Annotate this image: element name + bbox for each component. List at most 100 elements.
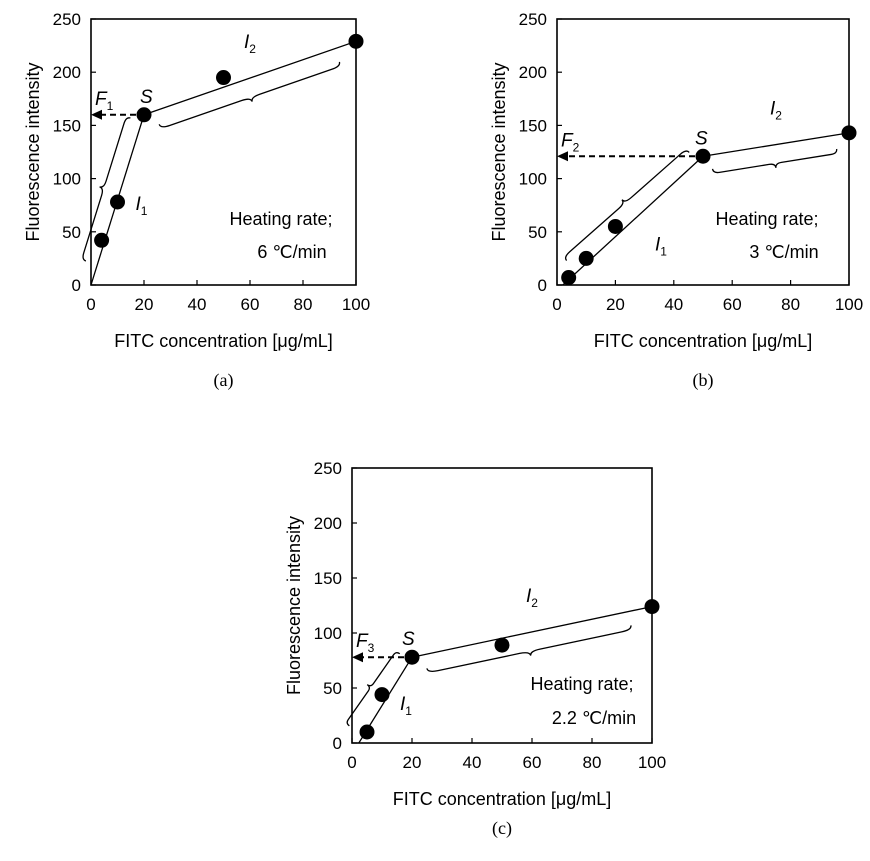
x-tick-label: 60 — [723, 295, 742, 314]
i1-symbol-subscript: 1 — [405, 704, 412, 718]
x-axis-label: FITC concentration [μg/mL] — [114, 331, 332, 351]
y-tick-label: 150 — [314, 569, 342, 588]
data-point — [136, 107, 152, 123]
y-tick-label: 250 — [314, 459, 342, 478]
plot-frame — [90, 18, 357, 286]
s-symbol: S — [140, 87, 153, 108]
y-tick-label: 100 — [53, 170, 81, 189]
fit-lines — [561, 132, 849, 285]
i1-symbol-letter: I — [136, 194, 142, 215]
data-point — [94, 232, 110, 248]
x-tick-label: 40 — [188, 295, 207, 314]
chart-panel-c: 0 20 40 60 80 100 0 50 100 150 200 250 FITC concentr… — [284, 459, 666, 839]
fit-line — [358, 656, 413, 743]
f-symbol-subscript: 2 — [573, 140, 580, 154]
fit-line — [561, 155, 704, 285]
s-symbol-letter: S — [402, 629, 415, 650]
x-tick-label: 60 — [523, 753, 542, 772]
x-tick-label: 100 — [342, 295, 370, 314]
x-tick-label: 60 — [241, 295, 260, 314]
y-axis-label: Fluorescence intensity — [284, 516, 304, 695]
i2-brace — [158, 61, 341, 128]
f-arrowhead — [91, 109, 102, 120]
data-point — [216, 70, 231, 86]
y-axis-label: Fluorescence intensity — [489, 62, 509, 241]
x-tick-label: 80 — [294, 295, 313, 314]
heating-rate-value: 6 ℃/min — [257, 242, 326, 262]
i1-symbol-letter: I — [655, 235, 661, 256]
heating-rate-label: Heating rate; — [530, 674, 633, 694]
y-tick-label: 100 — [314, 624, 342, 643]
data-point — [578, 250, 594, 266]
f-symbol-letter: F — [356, 631, 369, 652]
data-point — [348, 33, 364, 49]
i2-symbol-subscript: 2 — [775, 109, 782, 123]
s-symbol: S — [695, 128, 708, 149]
i2-symbol-letter: I — [526, 586, 532, 607]
y-tick-label: 0 — [538, 276, 547, 295]
f-symbol-subscript: 3 — [368, 641, 375, 655]
y-tick-label: 0 — [72, 276, 81, 295]
panel-caption: (b) — [693, 370, 714, 391]
x-axis-label: FITC concentration [μg/mL] — [393, 789, 611, 809]
data-point — [374, 687, 390, 703]
x-tick-label: 0 — [86, 295, 95, 314]
panel-caption: (c) — [492, 818, 512, 839]
i1-symbol-letter: I — [400, 694, 406, 715]
data-point — [841, 125, 857, 141]
y-tick-label: 50 — [62, 223, 81, 242]
y-tick-label: 150 — [53, 116, 81, 135]
data-point — [110, 194, 125, 210]
i1-symbol: I1 — [400, 694, 412, 718]
i1-symbol: I1 — [655, 235, 667, 259]
f-symbol-subscript: 1 — [107, 99, 114, 113]
y-tick-label: 50 — [323, 679, 342, 698]
data-point — [359, 724, 375, 740]
x-tick-label: 20 — [606, 295, 625, 314]
y-tick-label: 100 — [519, 170, 547, 189]
data-point — [607, 218, 623, 234]
data-point — [644, 599, 660, 615]
data-point — [561, 270, 577, 286]
i2-symbol: I2 — [244, 32, 256, 56]
f-symbol-letter: F — [561, 130, 574, 151]
f-symbol-letter: F — [95, 89, 108, 110]
i2-symbol-subscript: 2 — [249, 42, 256, 56]
x-tick-label: 40 — [463, 753, 482, 772]
i1-brace — [564, 150, 690, 261]
s-symbol: S — [402, 629, 415, 650]
x-axis-label: FITC concentration [μg/mL] — [594, 331, 812, 351]
f-arrowhead — [352, 652, 363, 663]
f-symbol: F1 — [95, 89, 114, 113]
panel-caption: (a) — [214, 370, 234, 391]
x-tick-label: 80 — [781, 295, 800, 314]
y-tick-label: 200 — [519, 63, 547, 82]
i2-brace — [711, 148, 838, 174]
i1-symbol-subscript: 1 — [141, 204, 148, 218]
plot-frame — [556, 18, 850, 286]
y-tick-label: 200 — [53, 63, 81, 82]
y-tick-label: 250 — [519, 10, 547, 29]
y-axis-label: Fluorescence intensity — [23, 62, 43, 241]
y-tick-label: 150 — [519, 116, 547, 135]
fit-lines — [358, 605, 652, 743]
x-tick-label: 100 — [835, 295, 863, 314]
i2-symbol-letter: I — [244, 32, 250, 53]
x-tick-label: 20 — [135, 295, 154, 314]
data-point — [695, 148, 711, 164]
heating-rate-label: Heating rate; — [715, 209, 818, 229]
s-symbol-letter: S — [695, 128, 708, 149]
y-tick-label: 50 — [528, 223, 547, 242]
y-tick-label: 0 — [333, 734, 342, 753]
f-symbol: F3 — [356, 631, 375, 655]
f-arrowhead — [557, 151, 568, 162]
chart-panel-a: 0 20 40 60 80 100 0 50 100 150 200 250 FITC concentr… — [23, 10, 370, 391]
i2-symbol-letter: I — [770, 99, 776, 120]
i2-symbol-subscript: 2 — [531, 596, 538, 610]
heating-rate-value: 2.2 ℃/min — [552, 708, 636, 728]
heating-rate-label: Heating rate; — [229, 209, 332, 229]
f-symbol: F2 — [561, 130, 580, 154]
x-tick-label: 20 — [403, 753, 422, 772]
i2-symbol: I2 — [770, 99, 782, 123]
